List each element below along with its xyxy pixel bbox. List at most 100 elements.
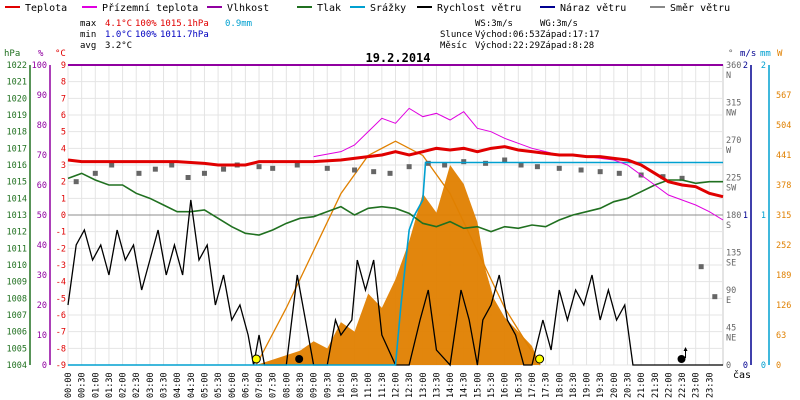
axis-header-humidity: % xyxy=(38,49,44,59)
pressure-tick-label: 1011 xyxy=(7,244,27,254)
solar-radiation-area xyxy=(68,165,723,365)
x-tick-label: 21:30 xyxy=(651,372,661,398)
humidity-tick-label: 60 xyxy=(37,181,47,191)
x-tick-label: 13:00 xyxy=(419,372,429,398)
solar-layer xyxy=(68,140,723,366)
axes-layer: 00:00 00:30 01:00 01:30 02:00 02:30 03:00 03:30… xyxy=(7,61,792,398)
x-tick-label: 03:00 xyxy=(146,372,156,398)
wind-dir-point xyxy=(92,170,98,176)
x-tick-label: 03:30 xyxy=(160,372,170,398)
sun-rise: Východ:06:53 xyxy=(475,30,540,40)
wind-dir-point xyxy=(324,165,330,171)
x-tick-label: 22:30 xyxy=(678,372,688,398)
x-tick-label: 14:00 xyxy=(446,372,456,398)
temp-tick-label: -1 xyxy=(56,228,66,238)
pressure-line xyxy=(67,172,723,236)
temp-tick-label: 1 xyxy=(61,194,66,204)
temp-tick-label: 6 xyxy=(61,111,66,121)
temp-tick-label: -3 xyxy=(56,261,66,271)
moon-set: Západ:8:28 xyxy=(540,41,594,51)
solar-tick-label: 189 xyxy=(776,271,791,281)
wind-dir-point xyxy=(109,162,115,168)
pressure-tick-label: 1016 xyxy=(7,161,27,171)
ground-temp-line xyxy=(313,107,724,221)
x-tick-label: 06:30 xyxy=(241,372,251,398)
wind-speed-tick-label: 1 xyxy=(743,211,748,221)
temp-tick-label: -9 xyxy=(56,361,66,371)
stats-max-hum: 100% xyxy=(135,19,157,29)
wind-dir-point xyxy=(518,162,524,168)
x-tick-label: 15:30 xyxy=(487,372,497,398)
temp-tick-label: 4 xyxy=(61,144,66,154)
legend-label-rychlost: Rychlost větru xyxy=(437,2,521,14)
legend: Teplota Přízemní teplota Vlhkost Tlak Sr… xyxy=(5,2,730,14)
axis-header-pressure: hPa xyxy=(4,49,20,59)
x-tick-label: 17:30 xyxy=(542,372,552,398)
wind-dir-point xyxy=(578,167,584,173)
x-tick-label: 05:00 xyxy=(200,372,210,398)
x-tick-label: 11:30 xyxy=(378,372,388,398)
rain-tick-label: 1 xyxy=(761,211,766,221)
wind-dir-point xyxy=(461,159,467,165)
temp-tick-label: -8 xyxy=(56,344,66,354)
temp-tick-label: 2 xyxy=(61,178,66,188)
wind-dir-tick-compass: S xyxy=(726,221,731,231)
wind-dir-tick-value: 180 xyxy=(726,211,741,221)
solar-tick-label: 63 xyxy=(776,331,786,341)
temp-tick-label: -4 xyxy=(56,278,66,288)
legend-label-vlhkost: Vlhkost xyxy=(227,3,269,14)
temp-tick-label: 7 xyxy=(61,94,66,104)
axis-header-solar: W xyxy=(777,49,783,59)
wind-dir-point xyxy=(73,179,79,185)
sunset-marker xyxy=(535,354,545,364)
wind-dir-point xyxy=(406,164,412,170)
x-tick-label: 10:00 xyxy=(337,372,347,398)
x-tick-label: 16:30 xyxy=(514,372,524,398)
legend-label-prizemni: Přízemní teplota xyxy=(102,2,198,14)
x-tick-label: 04:00 xyxy=(173,372,183,398)
stats-min-label: min xyxy=(80,30,96,40)
sunrise-marker xyxy=(251,354,261,364)
x-tick-label: 12:00 xyxy=(392,372,402,398)
pressure-tick-label: 1007 xyxy=(7,311,27,321)
x-tick-label: 07:30 xyxy=(269,372,279,398)
stats-avg-label: avg xyxy=(80,41,96,51)
pressure-tick-label: 1018 xyxy=(7,128,27,138)
pressure-tick-label: 1012 xyxy=(7,228,27,238)
stats-max-press: 1015.1hPa xyxy=(160,19,209,29)
humidity-tick-label: 100 xyxy=(32,61,47,71)
legend-label-naraz: Náraz větru xyxy=(560,2,626,14)
wind-dir-point xyxy=(185,175,191,180)
wind-speed-line xyxy=(67,199,723,367)
wind-dir-point xyxy=(221,166,227,172)
axis-header-temp: °C xyxy=(55,49,66,59)
solar-tick-label: 441 xyxy=(776,151,791,161)
wind-dir-point xyxy=(534,164,540,170)
x-tick-label: 07:00 xyxy=(255,372,265,398)
wind-dir-point xyxy=(483,160,489,166)
stats-wg: WG:3m/s xyxy=(540,19,578,29)
wind-dir-tick-value: 45 xyxy=(726,324,736,334)
wind-dir-point xyxy=(597,169,603,175)
humidity-tick-label: 0 xyxy=(42,361,47,371)
wind-dir-point xyxy=(201,170,207,176)
pressure-tick-label: 1009 xyxy=(7,278,27,288)
x-tick-label: 09:30 xyxy=(323,372,333,398)
wind-dir-point xyxy=(556,165,562,171)
temp-tick-label: -2 xyxy=(56,244,66,254)
temp-tick-label: -6 xyxy=(56,311,66,321)
x-tick-label: 23:30 xyxy=(705,372,715,398)
pressure-tick-label: 1010 xyxy=(7,261,27,271)
wind-speed-tick-label: 0 xyxy=(743,361,748,371)
moon-rise: Východ:22:29 xyxy=(475,41,540,51)
sun-label: Slunce xyxy=(440,30,473,40)
wind-dir-tick-compass: E xyxy=(726,296,731,306)
moonrise-arrowhead xyxy=(683,347,688,351)
x-tick-label: 00:30 xyxy=(78,372,88,398)
x-tick-label: 05:30 xyxy=(214,372,224,398)
x-tick-label: 19:30 xyxy=(596,372,606,398)
x-tick-label: 13:30 xyxy=(432,372,442,398)
sun-set: Západ:17:17 xyxy=(540,30,600,40)
wind-dir-point xyxy=(425,160,431,166)
pressure-tick-label: 1004 xyxy=(7,361,27,371)
